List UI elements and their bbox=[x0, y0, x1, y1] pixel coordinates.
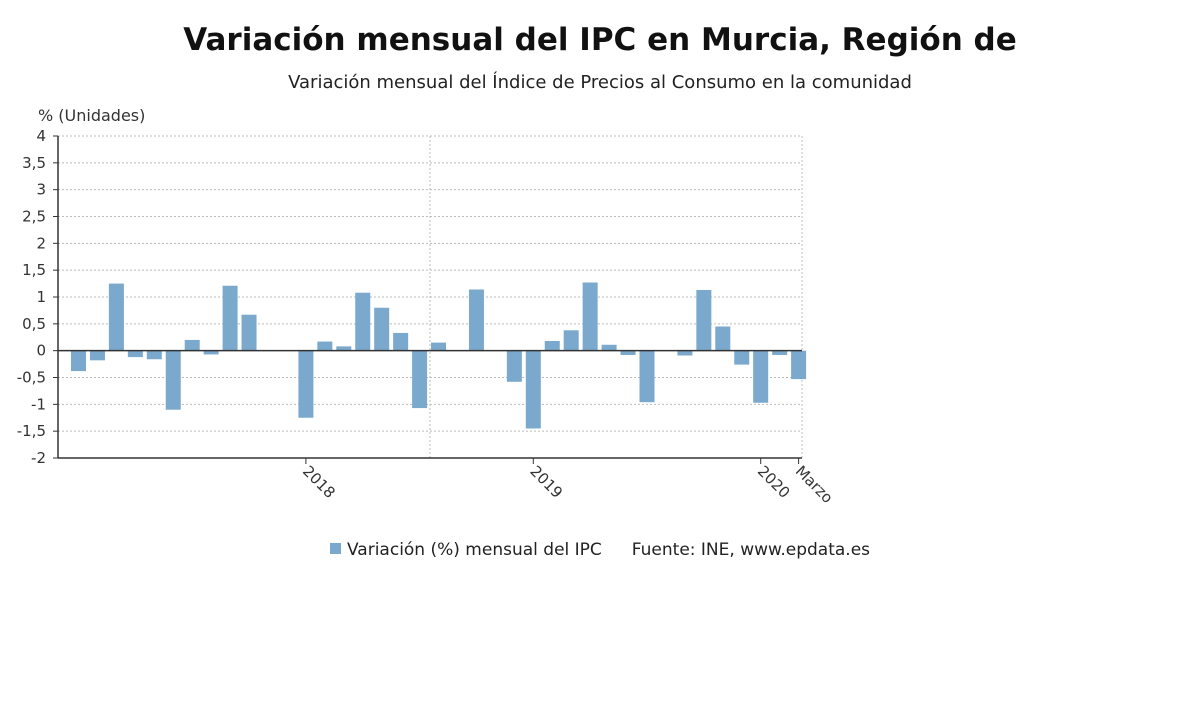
bar bbox=[374, 307, 390, 351]
bar bbox=[241, 314, 257, 351]
bar bbox=[165, 350, 181, 410]
y-axis-ticks: 4 3,5 3 2,5 2 1,5 1 0,5 0 -0,5 -1 -1,5 -2 bbox=[17, 127, 58, 467]
bar bbox=[298, 350, 314, 418]
bar bbox=[791, 350, 807, 380]
y-tick-label: -2 bbox=[31, 449, 46, 467]
bar bbox=[772, 350, 788, 355]
bar bbox=[203, 350, 219, 355]
bar bbox=[127, 350, 143, 358]
bar bbox=[336, 346, 352, 351]
bar bbox=[544, 341, 560, 351]
bars bbox=[71, 282, 807, 429]
bar bbox=[639, 350, 655, 403]
bar bbox=[71, 350, 86, 372]
source-label: Fuente: INE, www.epdata.es bbox=[631, 540, 871, 560]
bar bbox=[506, 350, 522, 382]
legend-swatch bbox=[329, 542, 341, 554]
bar bbox=[563, 330, 579, 351]
bar bbox=[222, 285, 238, 351]
y-tick-label: -0,5 bbox=[17, 369, 46, 387]
bar bbox=[677, 350, 693, 356]
x-tick-label: 2020 bbox=[754, 462, 794, 502]
bar bbox=[601, 344, 617, 351]
bar bbox=[696, 290, 712, 351]
y-tick-label: 3 bbox=[36, 181, 46, 199]
y-tick-label: 1,5 bbox=[22, 261, 46, 279]
bar bbox=[393, 332, 409, 351]
bar bbox=[431, 342, 447, 351]
y-tick-label: 4 bbox=[36, 127, 46, 145]
y-tick-label: 3,5 bbox=[22, 154, 46, 172]
bar bbox=[184, 339, 200, 351]
bar bbox=[108, 283, 124, 351]
chart-subtitle: Variación mensual del Índice de Precios … bbox=[288, 72, 912, 93]
x-tick-label: 2018 bbox=[299, 462, 339, 502]
bar bbox=[582, 282, 598, 351]
legend: Variación (%) mensual del IPC Fuente: INE… bbox=[0, 540, 1200, 560]
y-tick-label: 0,5 bbox=[22, 315, 46, 333]
bar bbox=[525, 350, 541, 429]
y-tick-label: 1 bbox=[36, 288, 46, 306]
x-tick-label: Marzo bbox=[792, 462, 837, 507]
bar bbox=[753, 350, 769, 403]
bar bbox=[317, 341, 333, 351]
legend-series-label: Variación (%) mensual del IPC bbox=[346, 540, 602, 560]
bar-chart: % (Unidades) 4 3,5 3 2,5 2 1,5 1 0,5 0 -0,5 -1 -1,5… bbox=[17, 106, 837, 507]
bar bbox=[715, 326, 731, 351]
chart-grid bbox=[57, 135, 803, 459]
chart-title: Variación mensual del IPC en Murcia, Reg… bbox=[183, 22, 1017, 58]
bar bbox=[146, 350, 162, 360]
y-tick-label: 2 bbox=[36, 234, 46, 252]
y-tick-label: -1,5 bbox=[17, 422, 46, 440]
bar bbox=[620, 350, 636, 355]
y-tick-label: 2,5 bbox=[22, 208, 46, 226]
y-axis-unit-label: % (Unidades) bbox=[38, 106, 145, 125]
x-tick-label: 2019 bbox=[526, 462, 566, 502]
y-tick-label: -1 bbox=[31, 395, 46, 413]
bar bbox=[355, 292, 371, 351]
bar bbox=[734, 350, 750, 365]
bar bbox=[468, 289, 484, 351]
bar bbox=[89, 350, 105, 361]
bar bbox=[412, 350, 428, 409]
y-tick-label: 0 bbox=[36, 342, 46, 360]
